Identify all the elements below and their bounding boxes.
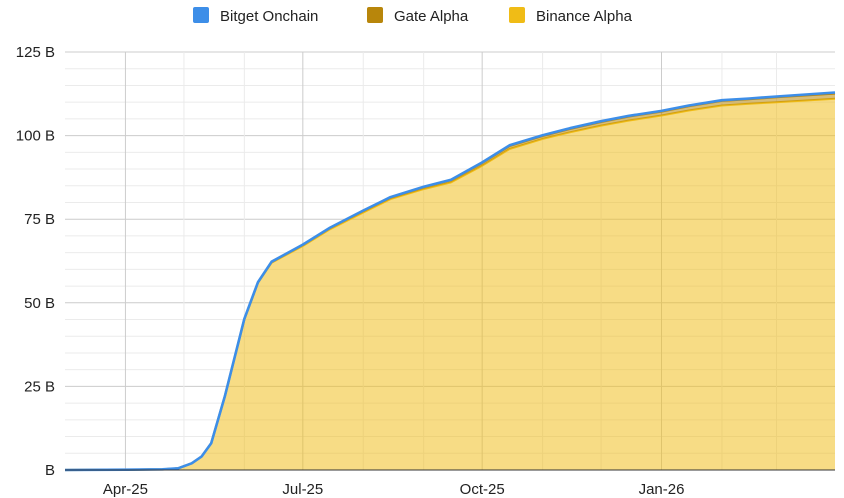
y-tick-label: 75 B	[24, 211, 55, 228]
area-binance-alpha	[65, 98, 835, 471]
series-areas	[64, 91, 836, 472]
legend-swatch-gate-alpha	[367, 7, 383, 23]
y-tick-label: B	[45, 462, 55, 479]
x-tick-label: Jul-25	[282, 481, 323, 498]
x-tick-label: Oct-25	[460, 481, 505, 498]
line-bitget-onchain	[64, 91, 836, 472]
y-tick-label: 50 B	[24, 295, 55, 312]
axes: B 25 B 50 B 75 B 100 B 125 B Apr-25 Jul-25 Oct-2…	[16, 44, 835, 498]
x-tick-label: Jan-26	[639, 481, 685, 498]
legend-swatch-bitget-onchain	[193, 7, 209, 23]
legend-label-binance-alpha: Binance Alpha	[536, 8, 633, 25]
y-tick-label: 100 B	[16, 128, 55, 145]
x-tick-label: Apr-25	[103, 481, 148, 498]
legend-label-bitget-onchain: Bitget Onchain	[220, 8, 318, 25]
legend-swatch-binance-alpha	[509, 7, 525, 23]
y-tick-label: 125 B	[16, 44, 55, 61]
y-tick-label: 25 B	[24, 378, 55, 395]
legend-label-gate-alpha: Gate Alpha	[394, 8, 469, 25]
legend: Bitget Onchain Gate Alpha Binance Alpha	[193, 7, 633, 25]
